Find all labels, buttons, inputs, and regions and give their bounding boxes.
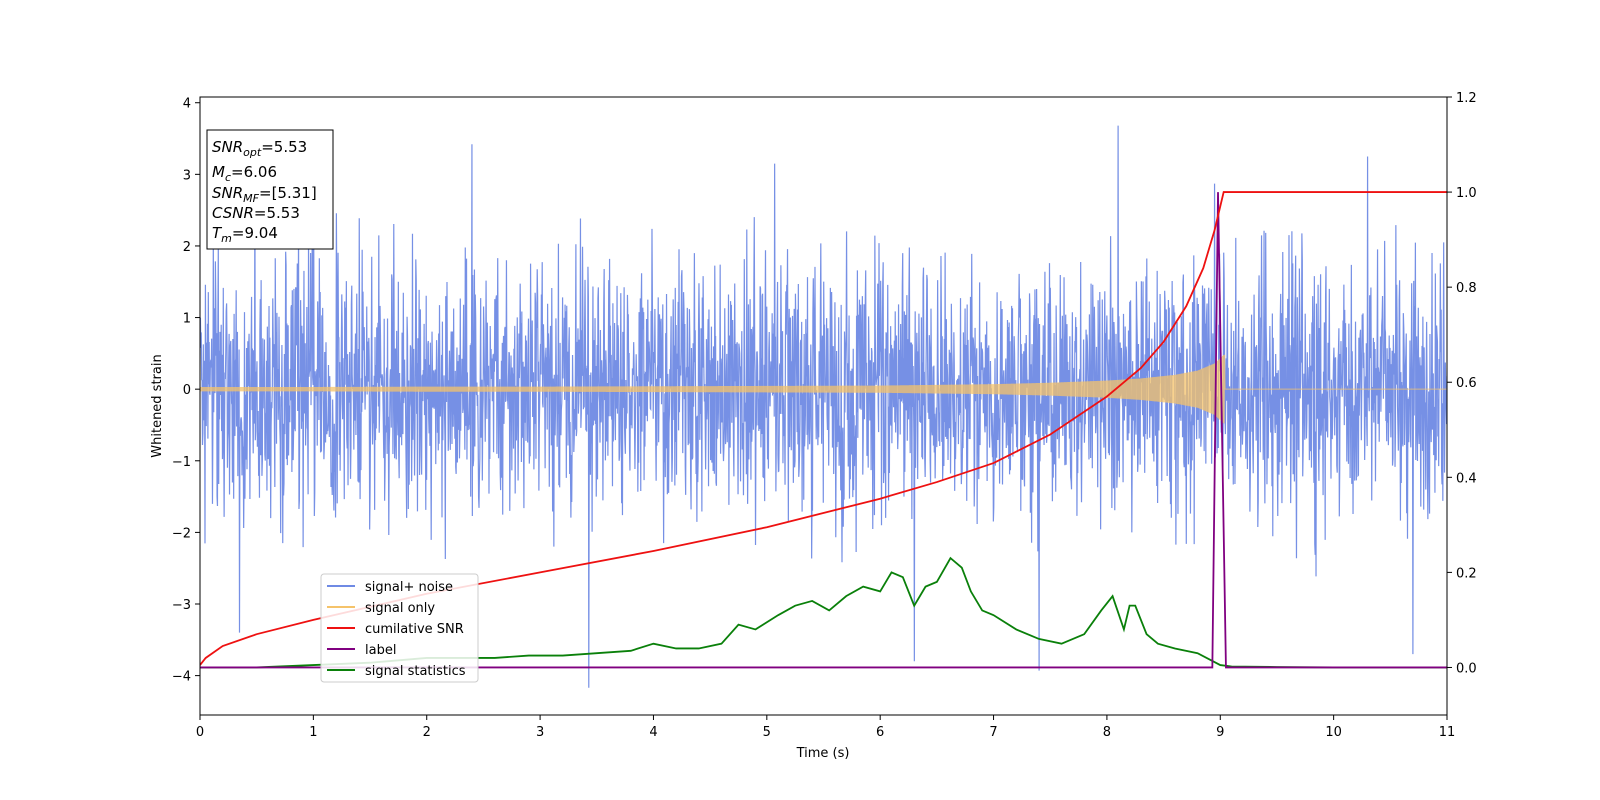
- annotation-line: CSNR=5.53: [212, 204, 300, 222]
- y-left-tick-label: 2: [183, 240, 191, 255]
- legend-label: signal statistics: [365, 664, 466, 679]
- x-tick-label: 8: [1103, 725, 1111, 740]
- y-axis-label-left: Whitened strain: [150, 354, 165, 457]
- legend-label: label: [365, 643, 396, 658]
- x-tick-label: 0: [196, 725, 204, 740]
- legend-frame: [320, 573, 479, 683]
- annotation-line: SNRMF=[5.31]: [212, 184, 317, 205]
- y-left-tick-label: −2: [172, 526, 191, 541]
- y-right-tick-label: 0.0: [1456, 661, 1477, 676]
- y-left-tick-label: −3: [172, 598, 191, 613]
- y-left-tick-label: −4: [172, 670, 191, 685]
- series-label: [200, 192, 1447, 669]
- legend: signal+ noise signal only cumilative SNR la…: [320, 573, 479, 683]
- annotation-line: Tm=9.04: [212, 224, 278, 245]
- x-tick-label: 7: [989, 725, 997, 740]
- y-right-tick-label: 1.2: [1456, 91, 1477, 106]
- y-left-tick-label: −1: [172, 455, 191, 470]
- x-tick-label: 6: [876, 725, 884, 740]
- x-tick-label: 5: [763, 725, 771, 740]
- x-tick-label: 1: [309, 725, 317, 740]
- x-tick-label: 4: [649, 725, 657, 740]
- plot-frame: [199, 96, 1448, 716]
- y-left-tick-label: 1: [183, 312, 191, 327]
- x-tick-label: 10: [1325, 725, 1342, 740]
- y-left-tick-label: 4: [183, 97, 191, 112]
- legend-label: signal only: [365, 601, 435, 616]
- annotation-line: Mc=6.06: [212, 163, 277, 184]
- x-axis-label: Time (s): [796, 746, 850, 761]
- x-tick-label: 2: [423, 725, 431, 740]
- legend-label: cumilative SNR: [365, 622, 464, 637]
- x-tick-label: 9: [1216, 725, 1224, 740]
- series-cumilative-snr: [200, 191, 1447, 666]
- x-tick-label: 11: [1439, 725, 1456, 740]
- annotation-frame: [206, 129, 334, 250]
- y-right-tick-label: 0.8: [1456, 281, 1477, 296]
- y-right-tick-label: 0.4: [1456, 471, 1477, 486]
- y-right-tick-label: 1.0: [1456, 186, 1477, 201]
- y-right-tick-label: 0.6: [1456, 376, 1477, 391]
- annotation-line: SNRopt=5.53: [212, 138, 307, 159]
- legend-label: signal+ noise: [365, 580, 453, 595]
- y-right-tick-label: 0.2: [1456, 566, 1477, 581]
- y-left-tick-label: 3: [183, 168, 191, 183]
- axis-ticks: 0 1 2 3 4 5 6 7 8 9 10 11 −4 −3 −2 −1 0 1 2 3 4 0.0 0.2 0.4 0.6 0…: [172, 91, 1477, 740]
- plot-series-layer: [200, 125, 1447, 688]
- x-tick-label: 3: [536, 725, 544, 740]
- series-signal-only: [200, 354, 1447, 424]
- series-signal-statistics: [200, 556, 1447, 669]
- y-left-tick-label: 0: [183, 383, 191, 398]
